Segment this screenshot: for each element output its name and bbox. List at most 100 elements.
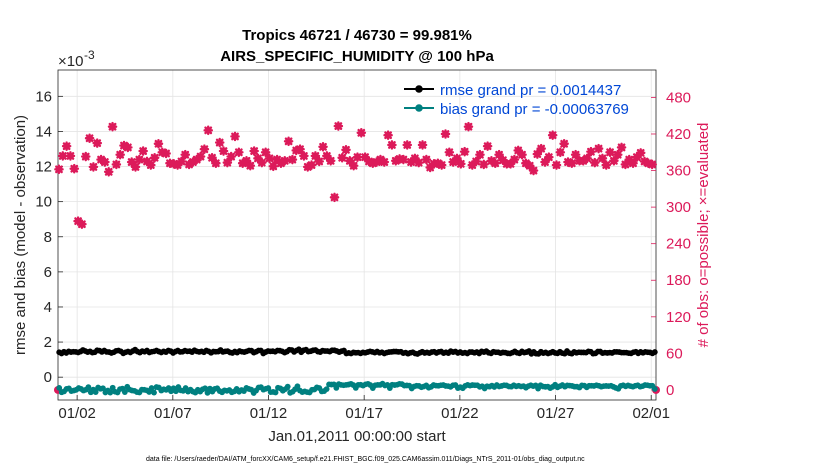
obs-evaluated-marker	[456, 159, 466, 169]
bias-point	[56, 384, 63, 391]
obs-evaluated-marker	[54, 164, 64, 175]
obs-evaluated-marker	[283, 136, 294, 147]
obs-evaluated-marker	[142, 156, 152, 167]
obs-evaluated-marker	[103, 166, 114, 177]
obs-evaluated-marker	[291, 145, 302, 156]
obs-evaluated-marker	[360, 152, 370, 162]
obs-evaluated-marker	[517, 149, 527, 160]
obs-evaluated-marker	[310, 151, 321, 161]
obs-evaluated-marker	[632, 152, 642, 162]
bias-point	[100, 385, 106, 392]
obs-evaluated-marker	[146, 160, 156, 170]
x-tick-label: 01/02	[58, 405, 96, 422]
obs-evaluated-marker	[230, 131, 240, 142]
bias-point	[294, 383, 301, 390]
x-axis-label: Jan.01,2011 00:00:00 start	[268, 428, 446, 445]
y-left-tick-label: 6	[44, 264, 52, 281]
obs-evaluated-marker	[272, 154, 282, 165]
obs-evaluated-marker	[589, 157, 600, 168]
obs-evaluated-marker	[597, 153, 608, 164]
obs-evaluated-marker	[69, 163, 80, 174]
obs-evaluated-marker	[444, 147, 455, 158]
x-tick-label: 01/27	[537, 405, 575, 422]
y-right-tick-label: 480	[666, 89, 691, 106]
bias-point	[284, 383, 291, 390]
obs-evaluated-marker	[494, 149, 504, 160]
y-left-tick-label: 12	[35, 159, 52, 176]
obs-evaluated-marker	[559, 138, 569, 149]
obs-evaluated-marker	[417, 140, 428, 150]
obs-evaluated-marker	[65, 151, 76, 161]
obs-evaluated-marker	[318, 141, 328, 152]
chart-title-line-2: AIRS_SPECIFIC_HUMIDITY @ 100 hPa	[220, 48, 494, 65]
obs-evaluated-marker	[383, 130, 393, 141]
y-left-tick-label: 10	[35, 194, 52, 211]
obs-evaluated-marker	[433, 158, 443, 169]
obs-evaluated-marker	[440, 129, 451, 139]
obs-evaluated-marker	[325, 156, 336, 166]
obs-evaluated-marker	[253, 153, 263, 164]
obs-evaluated-marker	[329, 192, 340, 203]
obs-evaluated-marker	[509, 154, 520, 165]
obs-evaluated-marker	[398, 154, 409, 165]
obs-evaluated-marker	[390, 156, 401, 166]
obs-evaluated-marker	[467, 160, 478, 170]
plot-frame	[57, 69, 657, 401]
obs-evaluated-marker	[268, 161, 279, 172]
footer-data-file: data file: /Users/raeder/DAI/ATM_forcXX/…	[146, 456, 585, 463]
obs-evaluated-marker	[410, 153, 420, 164]
obs-evaluated-marker	[226, 151, 236, 162]
y-left-tick-label: 14	[35, 123, 52, 140]
y-right-tick-label: 180	[666, 272, 691, 289]
obs-evaluated-marker	[413, 157, 424, 168]
bias-point	[121, 389, 128, 396]
obs-evaluated-marker	[425, 162, 435, 173]
obs-evaluated-marker	[222, 157, 233, 168]
bias-point	[323, 386, 330, 393]
y-left-tick-label: 16	[35, 88, 52, 105]
obs-evaluated-marker	[195, 151, 206, 162]
obs-evaluated-marker	[555, 147, 566, 158]
obs-evaluated-marker	[624, 154, 635, 165]
bias-point	[204, 389, 211, 396]
obs-evaluated-marker	[256, 157, 267, 168]
obs-evaluated-marker	[337, 152, 347, 163]
bias-point	[202, 385, 208, 392]
obs-evaluated-marker	[448, 157, 458, 167]
y-axis-right-label: # of obs: o=possible; ×=evaluated	[695, 123, 712, 348]
y-axis-left-label: rmse and bias (model - observation)	[12, 115, 29, 355]
obs-evaluated-marker	[260, 147, 271, 158]
obs-evaluated-marker	[333, 121, 344, 131]
obs-evaluated-marker	[149, 152, 160, 163]
obs-evaluated-marker	[505, 159, 516, 169]
obs-evaluated-marker	[482, 141, 493, 151]
obs-evaluated-marker	[57, 151, 68, 161]
obs-evaluated-marker	[218, 146, 229, 156]
obs-evaluated-marker	[612, 149, 623, 160]
obs-evaluated-marker	[352, 152, 363, 162]
x-tick-label: 02/01	[632, 405, 670, 422]
obs-evaluated-marker	[471, 156, 481, 167]
obs-evaluated-marker	[92, 138, 103, 148]
y-right-tick-label: 60	[666, 345, 683, 362]
y-left-tick-label: 0	[44, 369, 52, 386]
obs-evaluated-marker	[180, 149, 191, 160]
obs-evaluated-marker	[314, 156, 325, 167]
obs-evaluated-marker	[475, 149, 485, 160]
obs-evaluated-marker	[88, 162, 99, 172]
obs-evaluated-marker	[249, 146, 259, 156]
obs-evaluated-marker	[211, 158, 221, 169]
obs-evaluated-marker	[524, 160, 535, 171]
obs-evaluated-marker	[100, 157, 110, 167]
bias-point	[107, 389, 114, 396]
obs-evaluated-marker	[421, 154, 432, 165]
obs-evaluated-marker	[570, 149, 581, 160]
obs-evaluated-marker	[322, 151, 332, 161]
obs-evaluated-marker	[551, 160, 562, 170]
obs-evaluated-marker	[616, 142, 627, 153]
bias-point	[272, 389, 279, 396]
y-right-tick-label: 120	[666, 309, 691, 326]
obs-evaluated-marker	[348, 160, 359, 171]
obs-evaluated-marker	[463, 121, 474, 132]
obs-evaluated-marker	[161, 148, 171, 159]
